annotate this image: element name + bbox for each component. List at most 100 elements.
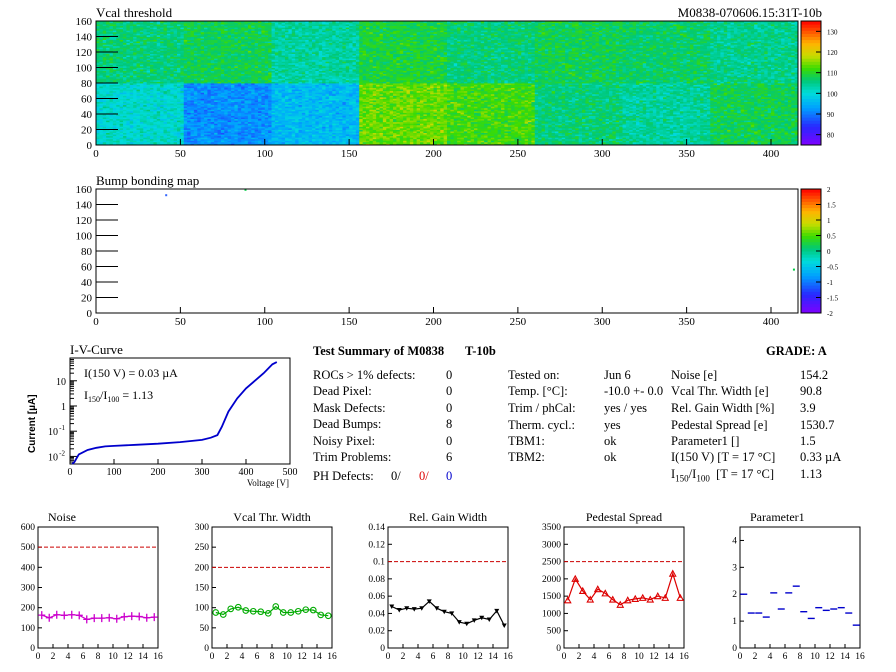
heatmap-cell	[622, 115, 627, 118]
heatmap-cell	[301, 132, 306, 135]
heatmap-cell	[359, 107, 364, 110]
heatmap-cell	[561, 127, 566, 130]
heatmap-cell	[305, 107, 310, 110]
heatmap-cell	[173, 117, 178, 120]
heatmap-cell	[227, 138, 232, 141]
heatmap-cell	[767, 137, 772, 140]
heatmap-cell	[96, 135, 100, 138]
heatmap-cell	[335, 129, 340, 132]
heatmap-cell	[399, 114, 404, 116]
heatmap-cell	[318, 127, 323, 130]
heatmap-cell	[737, 109, 742, 112]
heatmap-cell	[153, 123, 158, 126]
heatmap-cell	[271, 131, 276, 133]
heatmap-cell	[102, 138, 107, 141]
heatmap-cell	[305, 109, 310, 112]
heatmap-cell	[703, 131, 708, 133]
heatmap-cell	[180, 112, 185, 115]
heatmap-cell	[760, 141, 765, 144]
heatmap-cell	[710, 141, 715, 144]
heatmap-cell	[156, 120, 161, 123]
heatmap-cell	[180, 123, 185, 126]
heatmap-cell	[457, 129, 461, 132]
heatmap-cell	[335, 115, 340, 118]
heatmap-cell	[767, 107, 772, 110]
heatmap-cell	[339, 120, 343, 123]
heatmap-cell	[487, 143, 492, 146]
heatmap-cell	[156, 141, 161, 144]
heatmap-cell	[197, 112, 202, 115]
heatmap-cell	[382, 112, 387, 115]
heatmap-cell	[578, 140, 583, 143]
heatmap-cell	[777, 135, 782, 138]
heatmap-cell	[764, 137, 769, 140]
heatmap-cell	[693, 132, 698, 135]
heatmap-cell	[747, 107, 752, 110]
heatmap-cell	[102, 124, 107, 127]
heatmap-cell	[787, 137, 792, 140]
heatmap-cell	[258, 117, 262, 120]
heatmap-cell	[143, 123, 148, 126]
heatmap-cell	[207, 131, 212, 133]
heatmap-cell	[335, 135, 340, 138]
heatmap-cell	[794, 118, 799, 121]
heatmap-cell	[592, 126, 596, 129]
heatmap-cell	[362, 115, 367, 118]
heatmap-cell	[757, 107, 762, 110]
heatmap-cell	[241, 143, 245, 146]
heatmap-cell	[622, 124, 627, 127]
heatmap-cell	[139, 115, 144, 118]
heatmap-cell	[777, 132, 782, 135]
heatmap-cell	[710, 123, 715, 126]
heatmap-cell	[717, 107, 721, 110]
heatmap-cell	[561, 140, 566, 143]
heatmap-cell	[433, 131, 438, 133]
heatmap-cell	[598, 141, 603, 144]
heatmap-cell	[558, 124, 563, 127]
heatmap-cell	[210, 117, 215, 120]
heatmap-cell	[166, 115, 171, 118]
heatmap-cell	[251, 114, 256, 116]
heatmap-cell	[528, 115, 532, 118]
heatmap-cell	[528, 134, 532, 137]
heatmap-cell	[261, 115, 266, 118]
heatmap-cell	[490, 115, 495, 118]
heatmap-cell	[494, 121, 499, 124]
heatmap-cell	[619, 132, 623, 135]
heatmap-cell	[652, 114, 657, 116]
heatmap-cell	[285, 124, 289, 127]
heatmap-cell	[433, 115, 438, 118]
heatmap-cell	[190, 137, 195, 140]
heatmap-cell	[399, 117, 404, 120]
heatmap-cell	[237, 135, 242, 138]
heatmap-cell	[389, 115, 394, 118]
heatmap-cell	[582, 127, 586, 130]
heatmap-cell	[642, 117, 647, 120]
heatmap-cell	[153, 141, 158, 144]
heatmap-cell	[423, 123, 428, 126]
heatmap-cell	[582, 107, 586, 110]
heatmap-cell	[767, 121, 772, 124]
heatmap-cell	[355, 107, 360, 110]
heatmap-cell	[659, 132, 664, 135]
heatmap-cell	[555, 134, 559, 137]
heatmap-cell	[271, 112, 276, 115]
heatmap-cell	[578, 137, 583, 140]
heatmap-cell	[760, 124, 765, 127]
heatmap-cell	[372, 107, 377, 110]
heatmap-cell	[555, 117, 559, 120]
heatmap-cell	[403, 141, 407, 144]
heatmap-cell	[278, 138, 283, 141]
heatmap-cell	[659, 124, 664, 127]
heatmap-cell	[548, 126, 553, 129]
heatmap-cell	[690, 109, 694, 112]
heatmap-cell	[666, 138, 671, 141]
heatmap-cell	[193, 135, 198, 138]
heatmap-cell	[663, 107, 667, 110]
heatmap-cell	[558, 118, 563, 121]
heatmap-cell	[440, 120, 445, 123]
heatmap-cell	[585, 129, 590, 132]
heatmap-cell	[676, 115, 681, 118]
heatmap-cell	[389, 134, 394, 137]
heatmap-cell	[406, 110, 411, 113]
